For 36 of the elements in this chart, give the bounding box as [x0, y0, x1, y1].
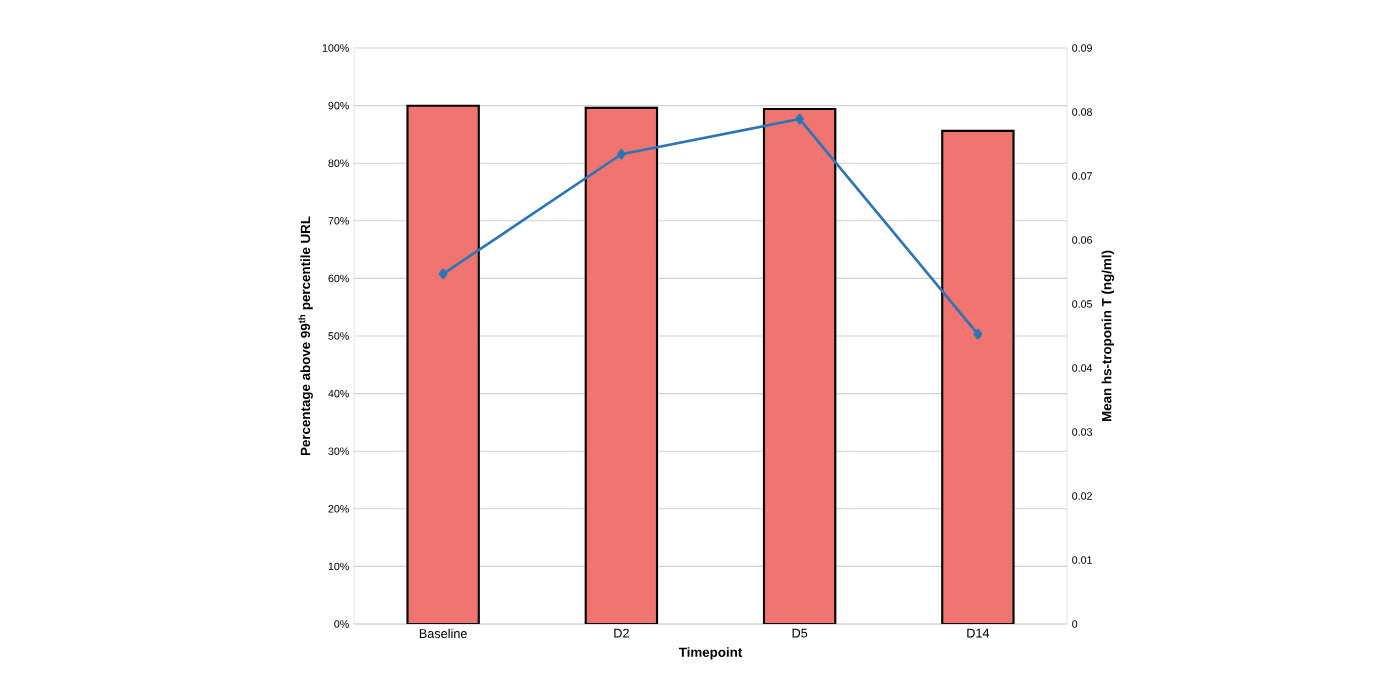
y2-axis-title: Mean hs-troponin T (ng/ml) [1101, 250, 1115, 422]
y2-tick-label: 0.01 [1072, 556, 1092, 564]
x-axis-title: Timepoint [678, 647, 743, 660]
y-tick-label: 20% [328, 505, 349, 513]
y-tick-label: 80% [328, 159, 349, 167]
y2-tick-label: 0.07 [1072, 172, 1092, 180]
y2-tick-label: 0.04 [1072, 364, 1093, 372]
y2-tick-label: 0 [1072, 620, 1078, 628]
y-tick-label: 100% [322, 44, 349, 52]
y2-tick-label: 0.08 [1072, 108, 1092, 116]
y-tick-label: 10% [328, 562, 349, 571]
y-axis-title: Percentage above 99$^{th}$ percentile URL [298, 216, 313, 456]
x-tick-label: Baseline [419, 628, 467, 639]
x-tick-label: D5 [792, 628, 808, 638]
y-tick-label: 0% [334, 620, 349, 628]
point [617, 148, 626, 160]
y2-tick-label: 0.05 [1072, 300, 1093, 308]
y2-tick-label: 0.03 [1072, 428, 1092, 436]
point [973, 328, 983, 340]
y2-tick-label: 0.06 [1072, 236, 1092, 244]
point [438, 268, 448, 280]
y-tick-label: 30% [328, 447, 349, 455]
bar [941, 129, 1015, 624]
y-tick-label: 40% [328, 389, 349, 398]
y-tick-label: 60% [328, 274, 349, 283]
point [795, 113, 804, 125]
bar [584, 106, 659, 624]
x-tick-label: D2 [614, 628, 629, 638]
y-tick-label: 90% [328, 101, 349, 110]
y-tick-label: 50% [328, 332, 349, 340]
y2-tick-label: 0.09 [1072, 44, 1092, 52]
bar [762, 107, 837, 624]
y-tick-label: 70% [328, 217, 349, 225]
y2-tick-label: 0.02 [1072, 492, 1092, 500]
x-tick-label: D14 [967, 628, 990, 638]
bar [406, 104, 480, 624]
